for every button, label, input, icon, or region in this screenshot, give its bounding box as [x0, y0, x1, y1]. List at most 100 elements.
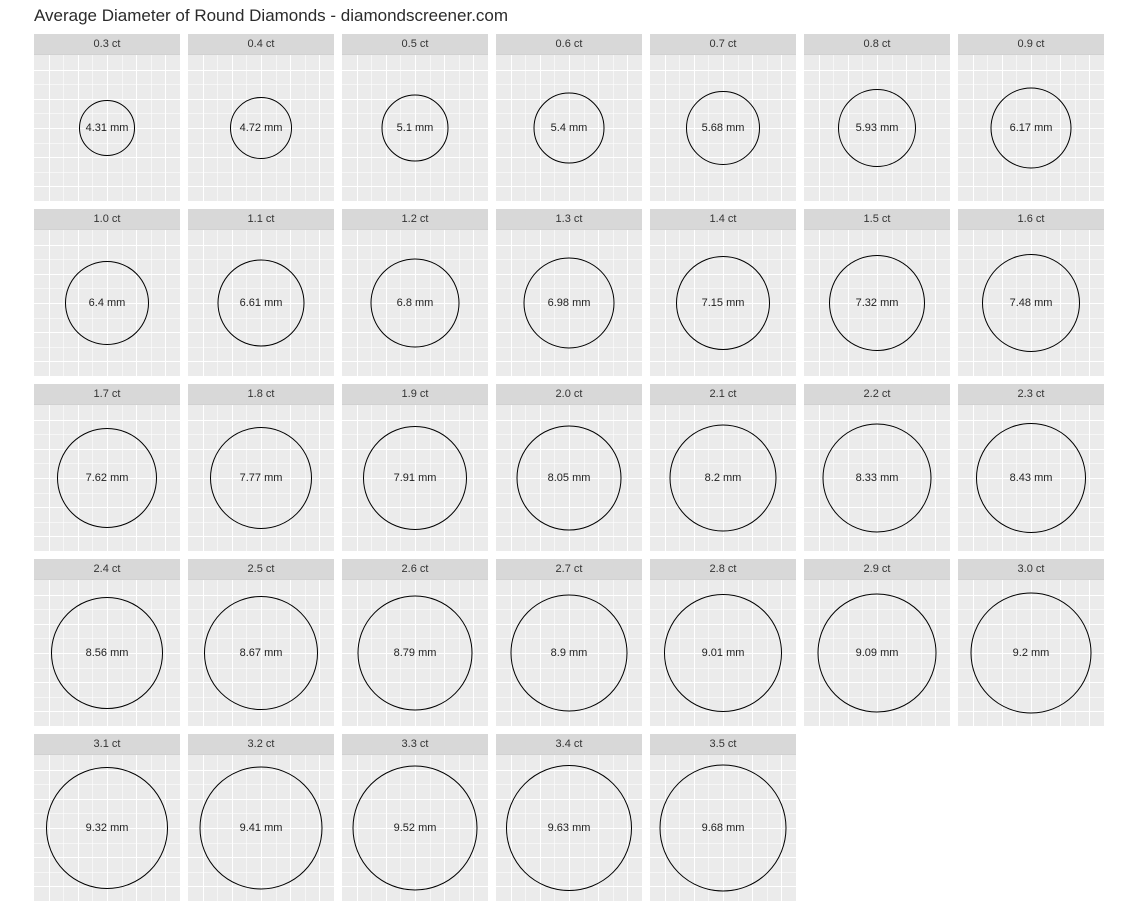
panel-body: 7.91 mm: [342, 405, 488, 551]
panel-header: 3.1 ct: [34, 734, 180, 755]
panel-header: 3.3 ct: [342, 734, 488, 755]
panel-header: 2.5 ct: [188, 559, 334, 580]
diameter-label: 7.77 mm: [240, 472, 283, 484]
diameter-label: 5.68 mm: [702, 122, 745, 134]
facet-panel: 3.0 ct 9.2 mm: [958, 559, 1104, 726]
panel-body: 8.2 mm: [650, 405, 796, 551]
facet-panel: 2.5 ct 8.67 mm: [188, 559, 334, 726]
facet-panel: 2.9 ct 9.09 mm: [804, 559, 950, 726]
facet-panel: 2.1 ct8.2 mm: [650, 384, 796, 551]
diameter-label: 7.15 mm: [702, 297, 745, 309]
panel-header: 2.0 ct: [496, 384, 642, 405]
panel-body: 8.56 mm: [34, 580, 180, 726]
facet-panel: 1.1 ct 6.61 mm: [188, 209, 334, 376]
panel-body: 7.48 mm: [958, 230, 1104, 376]
panel-header: 2.8 ct: [650, 559, 796, 580]
panel-body: 5.68 mm: [650, 55, 796, 201]
facet-panel: 0.9 ct6.17 mm: [958, 34, 1104, 201]
panel-body: 8.43 mm: [958, 405, 1104, 551]
panel-header: 1.8 ct: [188, 384, 334, 405]
panel-body: 6.8 mm: [342, 230, 488, 376]
panel-header: 2.9 ct: [804, 559, 950, 580]
diameter-label: 8.05 mm: [548, 472, 591, 484]
panel-header: 1.9 ct: [342, 384, 488, 405]
panel-header: 0.5 ct: [342, 34, 488, 55]
diameter-label: 9.41 mm: [240, 822, 283, 834]
panel-header: 3.4 ct: [496, 734, 642, 755]
facet-panel: 2.8 ct 9.01 mm: [650, 559, 796, 726]
facet-panel: 0.5 ct 5.1 mm: [342, 34, 488, 201]
facet-panel: 2.3 ct 8.43 mm: [958, 384, 1104, 551]
panel-header: 1.6 ct: [958, 209, 1104, 230]
facet-panel: 1.0 ct6.4 mm: [34, 209, 180, 376]
panel-header: 2.6 ct: [342, 559, 488, 580]
diameter-label: 7.32 mm: [856, 297, 899, 309]
diameter-label: 8.2 mm: [705, 472, 742, 484]
panel-body: 9.68 mm: [650, 755, 796, 901]
facet-panel: 1.2 ct6.8 mm: [342, 209, 488, 376]
panel-header: 1.7 ct: [34, 384, 180, 405]
diameter-label: 9.01 mm: [702, 647, 745, 659]
diameter-label: 6.4 mm: [89, 297, 126, 309]
panel-body: 7.77 mm: [188, 405, 334, 551]
diameter-label: 4.31 mm: [86, 122, 129, 134]
panel-body: 9.41 mm: [188, 755, 334, 901]
facet-grid: 0.3 ct4.31 mm0.4 ct4.72 mm0.5 ct5.1 mm0.…: [0, 34, 1131, 901]
panel-header: 0.7 ct: [650, 34, 796, 55]
diameter-label: 7.62 mm: [86, 472, 129, 484]
panel-body: 9.32 mm: [34, 755, 180, 901]
panel-body: 9.09 mm: [804, 580, 950, 726]
diameter-label: 9.32 mm: [86, 822, 129, 834]
panel-body: 7.32 mm: [804, 230, 950, 376]
panel-body: 9.63 mm: [496, 755, 642, 901]
panel-header: 0.6 ct: [496, 34, 642, 55]
diameter-label: 5.1 mm: [397, 122, 434, 134]
facet-panel: 1.8 ct 7.77 mm: [188, 384, 334, 551]
facet-panel: 2.7 ct 8.9 mm: [496, 559, 642, 726]
facet-panel: 3.1 ct 9.32 mm: [34, 734, 180, 901]
diameter-label: 8.67 mm: [240, 647, 283, 659]
diameter-label: 8.33 mm: [856, 472, 899, 484]
facet-panel: 1.3 ct6.98 mm: [496, 209, 642, 376]
panel-header: 2.3 ct: [958, 384, 1104, 405]
diameter-label: 7.91 mm: [394, 472, 437, 484]
panel-header: 3.5 ct: [650, 734, 796, 755]
panel-header: 2.7 ct: [496, 559, 642, 580]
diameter-label: 8.43 mm: [1010, 472, 1053, 484]
facet-panel: 1.5 ct7.32 mm: [804, 209, 950, 376]
panel-body: 5.1 mm: [342, 55, 488, 201]
panel-body: 8.67 mm: [188, 580, 334, 726]
diameter-label: 9.09 mm: [856, 647, 899, 659]
panel-header: 0.9 ct: [958, 34, 1104, 55]
panel-body: 5.4 mm: [496, 55, 642, 201]
panel-body: 6.4 mm: [34, 230, 180, 376]
panel-header: 1.3 ct: [496, 209, 642, 230]
panel-body: 8.9 mm: [496, 580, 642, 726]
diameter-label: 6.61 mm: [240, 297, 283, 309]
diameter-label: 5.4 mm: [551, 122, 588, 134]
facet-panel: 0.3 ct4.31 mm: [34, 34, 180, 201]
chart-container: Average Diameter of Round Diamonds - dia…: [0, 0, 1131, 901]
panel-body: 5.93 mm: [804, 55, 950, 201]
facet-panel: 1.9 ct 7.91 mm: [342, 384, 488, 551]
facet-panel: 2.2 ct8.33 mm: [804, 384, 950, 551]
diameter-label: 8.56 mm: [86, 647, 129, 659]
diameter-label: 8.9 mm: [551, 647, 588, 659]
panel-body: 9.2 mm: [958, 580, 1104, 726]
panel-header: 1.1 ct: [188, 209, 334, 230]
panel-body: 6.17 mm: [958, 55, 1104, 201]
facet-panel: 3.4 ct9.63 mm: [496, 734, 642, 901]
panel-body: 8.05 mm: [496, 405, 642, 551]
panel-header: 3.0 ct: [958, 559, 1104, 580]
panel-header: 0.4 ct: [188, 34, 334, 55]
panel-body: 7.62 mm: [34, 405, 180, 551]
panel-body: 8.79 mm: [342, 580, 488, 726]
facet-panel: 1.4 ct7.15 mm: [650, 209, 796, 376]
diameter-label: 8.79 mm: [394, 647, 437, 659]
facet-panel: 0.6 ct 5.4 mm: [496, 34, 642, 201]
diameter-label: 9.2 mm: [1013, 647, 1050, 659]
panel-header: 3.2 ct: [188, 734, 334, 755]
facet-panel: 1.6 ct7.48 mm: [958, 209, 1104, 376]
panel-body: 6.98 mm: [496, 230, 642, 376]
diameter-label: 4.72 mm: [240, 122, 283, 134]
